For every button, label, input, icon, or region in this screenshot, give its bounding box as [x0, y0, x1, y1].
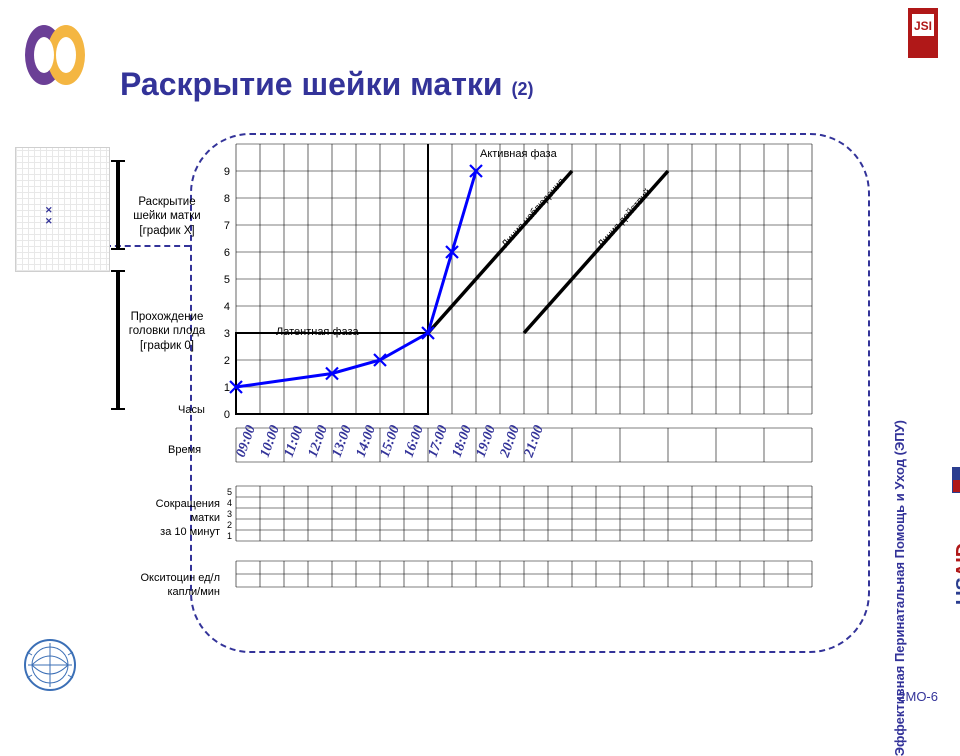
bracket-head [116, 270, 120, 410]
slide-title: Раскрытие шейки матки (2) [120, 66, 533, 103]
svg-text:4: 4 [224, 301, 230, 313]
svg-text:9: 9 [224, 166, 230, 178]
who-logo-icon [22, 637, 78, 698]
label-oxytocin: Окситоцин ед/лкапли/мин [115, 572, 220, 600]
svg-text:21:00: 21:00 [521, 424, 547, 461]
svg-text:8: 8 [224, 193, 230, 205]
jsi-logo-icon: JSI [908, 8, 938, 63]
usaid-logo-icon: USAIDFROM THE AMERICAN PEOPLE [950, 465, 960, 605]
label-time: Время [168, 444, 201, 458]
title-sub: (2) [511, 79, 533, 99]
svg-text:0: 0 [224, 409, 230, 421]
svg-text:USAID: USAID [953, 543, 960, 605]
svg-text:3: 3 [224, 328, 230, 340]
title-main: Раскрытие шейки матки [120, 66, 511, 102]
svg-text:4: 4 [227, 498, 232, 508]
logo-fetus-icon [20, 20, 90, 90]
label-hours: Часы [178, 404, 205, 418]
slide-number: 2MO-6 [898, 689, 938, 704]
svg-text:13:00: 13:00 [330, 424, 355, 460]
svg-text:5: 5 [227, 487, 232, 497]
svg-text:20:00: 20:00 [497, 424, 523, 461]
svg-text:Линия действий: Линия действий [596, 187, 654, 250]
svg-text:1: 1 [224, 382, 230, 394]
svg-text:2: 2 [227, 520, 232, 530]
svg-text:09:00: 09:00 [234, 424, 259, 460]
svg-text:JSI: JSI [914, 19, 932, 33]
svg-text:19:00: 19:00 [474, 424, 499, 460]
svg-text:1: 1 [227, 531, 232, 541]
label-head: Прохождениеголовки плода[график 0] [122, 310, 212, 353]
svg-text:5: 5 [224, 274, 230, 286]
svg-text:16:00: 16:00 [402, 424, 427, 460]
svg-text:2: 2 [224, 355, 230, 367]
svg-text:10:00: 10:00 [258, 424, 283, 460]
svg-text:Линия наблюдения: Линия наблюдения [499, 176, 567, 250]
svg-text:12:00: 12:00 [306, 424, 331, 460]
label-dilation: Раскрытиешейки матки[график X] [122, 195, 212, 238]
svg-text:14:00: 14:00 [354, 424, 379, 460]
svg-text:15:00: 15:00 [378, 424, 403, 460]
svg-text:18:00: 18:00 [450, 424, 475, 460]
svg-text:11:00: 11:00 [282, 424, 307, 459]
svg-text:17:00: 17:00 [426, 424, 451, 460]
partogram-thumbnail [15, 147, 110, 272]
program-name-vertical: Эффективная Перинатальная Помощь и Уход … [892, 420, 907, 756]
partogram-chart: 0123456789Линия наблюденияЛиния действий… [216, 144, 836, 634]
label-contractions: Сокращенияматкиза 10 минут [140, 498, 220, 539]
svg-text:6: 6 [224, 247, 230, 259]
svg-text:3: 3 [227, 509, 232, 519]
svg-text:7: 7 [224, 220, 230, 232]
bracket-dilation [116, 160, 120, 250]
